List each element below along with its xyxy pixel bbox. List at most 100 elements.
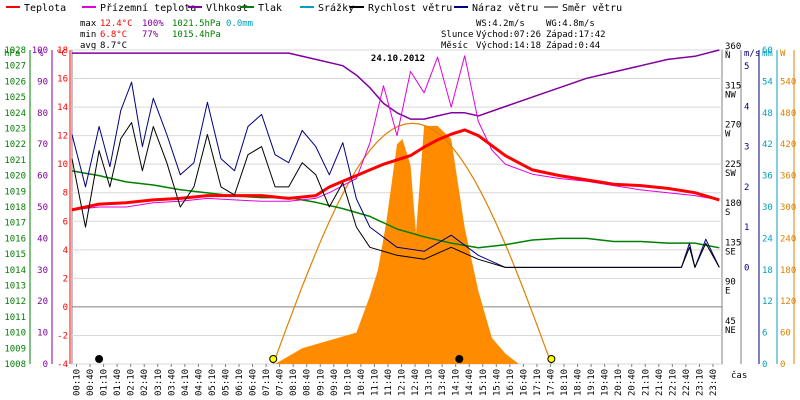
x-tick-label: 13:10: [425, 369, 435, 396]
legend: Teplota Přízemní teplota Vlhkost Tlak Sr…: [6, 2, 622, 14]
hpa-tick-label: 1011: [4, 313, 26, 323]
unit-hpa: hPa: [4, 49, 20, 59]
hpa-tick-label: 1012: [4, 297, 26, 307]
temp-tick-label: 10: [57, 160, 68, 170]
x-tick-label: 19:10: [587, 369, 597, 396]
x-tick-label: 11:10: [370, 369, 380, 396]
stats-min-hum: 77%: [142, 30, 159, 40]
unit-deg: °: [724, 49, 729, 59]
info-block: WS:4.2m/s WG:4.8m/s Slunce Východ:07:26 …: [441, 19, 606, 51]
series-sun-arc: [272, 122, 552, 365]
sunrise-marker: [269, 355, 278, 363]
hpa-tick-label: 1014: [4, 266, 26, 276]
dir-tick-dir: W: [725, 130, 731, 140]
dir-tick-dir: NE: [725, 326, 736, 336]
mm-tick-label: 30: [762, 203, 773, 213]
stats-max-label: max: [80, 19, 97, 29]
dir-tick-deg: 45: [725, 317, 736, 327]
hpa-tick-label: 1019: [4, 187, 26, 197]
stats-min-press: 1015.4hPa: [172, 30, 221, 40]
stats-min-temp: 6.8°C: [100, 30, 127, 40]
stats-max-press: 1021.5hPa: [172, 19, 221, 29]
info-wg: WG:4.8m/s: [546, 19, 595, 29]
pct-tick-label: 10: [37, 329, 48, 339]
x-tick-label: 09:40: [330, 369, 340, 396]
x-tick-label: 08:10: [289, 369, 299, 396]
stats-min-label: min: [80, 30, 96, 40]
x-tick-label: 00:40: [86, 369, 96, 396]
info-sunrise: Východ:07:26: [476, 30, 541, 40]
stats-block: max 12.4°C 100% 1021.5hPa 0.0mm min 6.8°…: [80, 19, 253, 51]
mm-tick-label: 12: [762, 297, 773, 307]
x-tick-label: 06:40: [249, 369, 259, 396]
ms-tick-label: 4: [744, 102, 749, 112]
x-tick-label: 07:10: [262, 369, 272, 396]
legend-label-naraz-vetru: Náraz větru: [472, 2, 538, 14]
legend-label-prizemni-teplota: Přízemní teplota: [100, 2, 196, 14]
legend-label-srazky: Srážky: [318, 2, 354, 14]
series: [71, 49, 720, 365]
w-tick-label: 480: [780, 109, 796, 119]
mm-tick-label: 54: [762, 77, 773, 87]
x-tick-label: 03:40: [167, 369, 177, 396]
pct-tick-label: 0: [43, 360, 48, 370]
ms-tick-label: 1: [744, 223, 749, 233]
info-ws: WS:4.2m/s: [476, 19, 525, 29]
unit-degc: °C: [56, 49, 67, 59]
x-tick-label: 22:40: [682, 369, 692, 396]
info-sun-label: Slunce: [441, 30, 474, 40]
legend-label-vlhkost: Vlhkost: [206, 3, 248, 14]
series-ground-temp-line: [71, 55, 720, 211]
mm-tick-label: 42: [762, 140, 773, 150]
dir-tick-deg: 270: [725, 121, 741, 131]
series-humidity-line: [72, 49, 720, 120]
dir-tick-dir: NW: [725, 90, 736, 100]
hpa-tick-label: 1023: [4, 125, 26, 135]
hpa-tick-label: 1008: [4, 360, 26, 370]
ms-tick-label: 2: [744, 183, 749, 193]
temp-tick-label: 6: [63, 217, 68, 227]
x-tick-label: 08:40: [303, 369, 313, 396]
stats-max-temp: 12.4°C: [100, 19, 133, 29]
stats-max-rain: 0.0mm: [226, 19, 253, 29]
mm-tick-label: 48: [762, 109, 773, 119]
series-solar-area: [275, 125, 519, 365]
hpa-tick-label: 1027: [4, 62, 26, 72]
series-wind-line: [71, 122, 720, 268]
x-tick-label: 21:40: [655, 369, 665, 396]
pct-tick-label: 100: [32, 46, 48, 56]
hpa-tick-label: 1016: [4, 234, 26, 244]
x-tick-label: 23:40: [709, 369, 719, 396]
x-tick-label: 23:10: [695, 369, 705, 396]
stats-avg-label: avg: [80, 41, 96, 51]
hpa-tick-label: 1028: [4, 46, 26, 56]
w-tick-label: 540: [780, 77, 796, 87]
w-tick-label: 0: [780, 360, 785, 370]
pct-tick-label: 60: [37, 172, 48, 182]
x-tick-label: 18:10: [560, 369, 570, 396]
x-tick-label: 20:10: [614, 369, 624, 396]
stats-avg-temp: 8.7°C: [100, 41, 127, 51]
legend-label-rychlost-vetru: Rychlost větru: [368, 2, 452, 14]
temp-tick-label: 12: [57, 132, 68, 142]
w-tick-label: 360: [780, 172, 796, 182]
moon-marker: [95, 355, 104, 363]
unit-pct: %: [38, 49, 44, 59]
pct-tick-label: 90: [37, 77, 48, 87]
mm-tick-label: 36: [762, 172, 773, 182]
hpa-tick-label: 1010: [4, 329, 26, 339]
stats-max-hum: 100%: [142, 19, 164, 29]
x-tick-label: 17:10: [533, 369, 543, 396]
ms-tick-label: 0: [744, 263, 749, 273]
temp-tick-label: 14: [57, 103, 68, 113]
x-tick-label: 06:10: [235, 369, 245, 396]
x-tick-label: 17:40: [546, 369, 556, 396]
x-tick-label: 18:40: [574, 369, 584, 396]
mm-tick-label: 24: [762, 234, 773, 244]
hpa-tick-label: 1013: [4, 282, 26, 292]
pct-tick-label: 40: [37, 234, 48, 244]
x-tick-label: 04:40: [194, 369, 204, 396]
series-temp-line: [71, 128, 720, 212]
hpa-tick-label: 1009: [4, 344, 26, 354]
